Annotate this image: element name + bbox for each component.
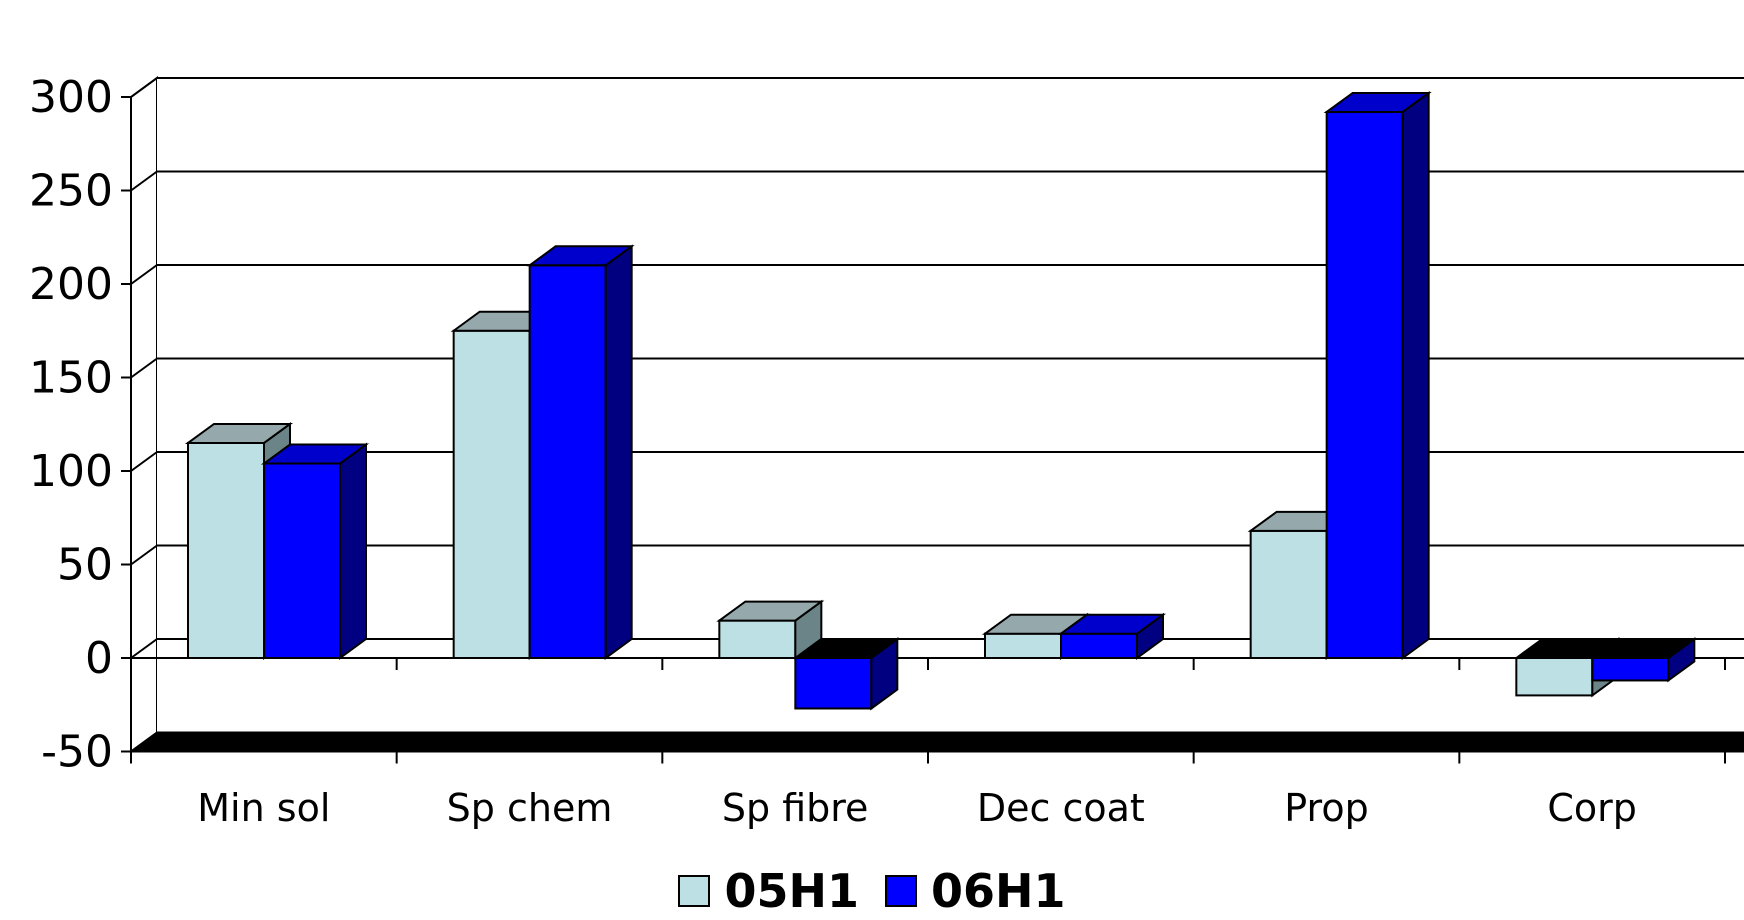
gridline-side [130,77,158,98]
bar-top [1057,613,1167,635]
gridlines [130,77,1744,753]
bar-top [716,600,825,622]
y-tick-label: 200 [29,259,113,310]
chart-walls [130,76,1744,754]
y-tick-labels: -50 0 50 100 150 200 250 300 [29,72,113,778]
axes [121,96,1744,764]
bars [184,90,1698,711]
legend-label-series-2: 06H1 [931,864,1066,918]
bar-front [1249,529,1328,660]
y-tick-label: 300 [29,72,113,123]
legend-swatch-series-1 [678,875,711,907]
y-tick-label: -50 [41,727,113,778]
bar-side [1401,90,1430,660]
gridline-side [130,264,158,285]
gridline-side [130,451,158,472]
bar-top [184,422,294,444]
bar [1589,637,1698,683]
y-tick-label: 100 [29,446,113,497]
y-tick-label: 0 [85,633,113,684]
bar-front [1060,632,1138,660]
bar [260,442,370,660]
gridline-side [130,357,158,379]
bar-side [604,244,633,660]
bar-top [526,245,635,267]
bar-top [1323,91,1432,113]
bar-top [260,443,370,465]
legend-swatch-series-2 [885,875,917,907]
y-tick-label: 150 [29,353,113,404]
bar-front [263,462,341,659]
y-tick-label: 50 [57,540,113,591]
bar-front [984,632,1062,660]
bar [1323,90,1432,660]
legend-item-series-1: 05H1 [678,868,859,914]
x-tick-labels: Min sol Sp chem Sp fibre Dec coat Prop Corp [197,786,1637,830]
chart-floor [131,732,1744,752]
bar-front [1591,657,1670,682]
x-tick-label: Min sol [197,786,330,830]
bar-top [1589,638,1698,659]
gridline-side [130,170,158,192]
bar-top [792,638,901,659]
bar [526,244,635,660]
bar-front [718,619,797,659]
floor-slab [131,732,1744,752]
legend-label-series-1: 05H1 [724,864,859,918]
gridline-side [130,638,158,659]
bar-front [528,264,607,659]
legend-item-series-2: 06H1 [885,868,1066,914]
x-tick-label: Prop [1284,786,1368,830]
bar-front [452,329,531,659]
bar [716,599,825,660]
bar-front [187,441,265,660]
x-tick-label: Corp [1547,786,1637,830]
bar-front [1515,657,1594,697]
bar-side [339,442,367,660]
gridline-side [130,544,158,566]
y-tick-label: 250 [29,166,113,217]
bar [1057,612,1167,660]
x-tick-label: Sp chem [447,786,613,830]
back-wall [157,78,1744,733]
x-tick-label: Dec coat [977,786,1145,830]
legend: 05H1 06H1 [0,862,1744,920]
left-wall [130,76,158,754]
bar [792,637,901,711]
bar-front [1325,110,1404,659]
bar-front [794,657,873,710]
x-tick-label: Sp fibre [722,786,869,830]
